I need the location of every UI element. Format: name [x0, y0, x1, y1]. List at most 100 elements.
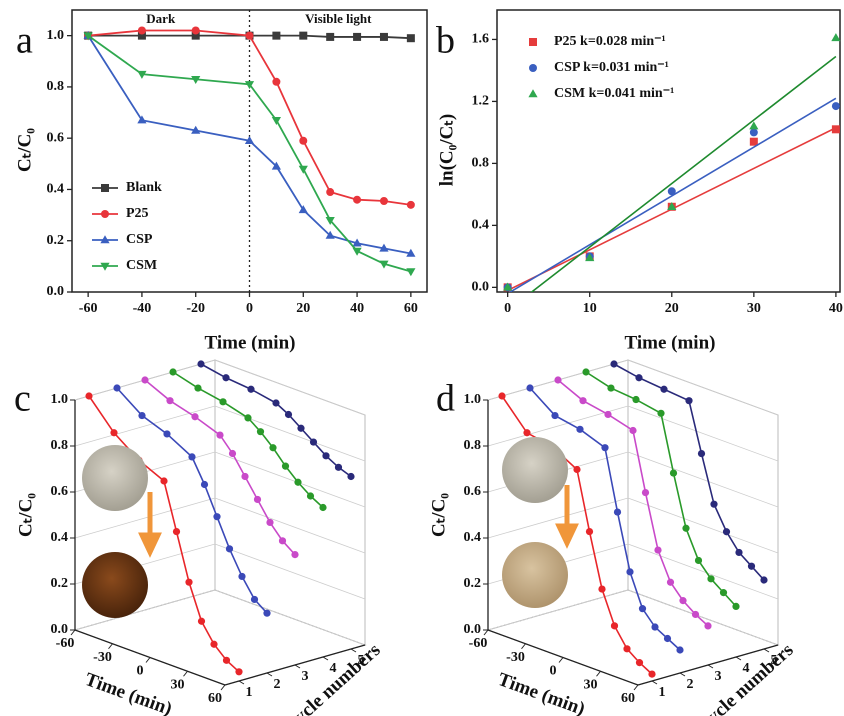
x-tick-label: 0 [504, 301, 511, 316]
fit-line [508, 97, 837, 292]
x-axis-label: Time (min) [205, 332, 296, 353]
marker [163, 430, 171, 438]
marker [241, 472, 249, 481]
marker [137, 115, 147, 124]
marker [576, 425, 584, 433]
marker [676, 646, 684, 654]
marker [225, 545, 234, 553]
series-line [557, 379, 709, 627]
marker [749, 137, 758, 146]
y-tick-label: 2 [687, 677, 694, 692]
marker [379, 243, 389, 252]
marker [747, 562, 756, 570]
z-tick-label: 1.0 [51, 392, 69, 407]
marker [253, 495, 262, 504]
marker [85, 392, 93, 400]
y-axis-label: Cycle numbers [693, 640, 798, 716]
y-axis-label: Cycle numbers [280, 640, 385, 716]
marker [685, 397, 693, 405]
x-tick-label: -30 [506, 650, 525, 665]
panel-letter: b [436, 20, 455, 62]
x-tick-label: 20 [296, 301, 310, 316]
annotation: Dark [146, 11, 176, 26]
marker [749, 121, 759, 130]
z-tick-label: 0.4 [464, 530, 482, 545]
marker [100, 262, 110, 271]
y-tick-label: 4 [330, 661, 337, 676]
marker [582, 368, 590, 376]
marker [191, 31, 200, 40]
marker [379, 260, 389, 269]
y-tick [266, 672, 273, 677]
y-tick [294, 664, 301, 669]
y-tick [707, 664, 714, 669]
marker [651, 623, 659, 631]
y-tick-label: 0.4 [472, 218, 490, 233]
marker [222, 656, 231, 664]
x-tick [596, 670, 601, 677]
marker [526, 384, 534, 392]
marker [610, 622, 619, 630]
x-tick-label: 10 [583, 301, 597, 316]
y-tick-label: 1.2 [472, 94, 490, 109]
marker [732, 602, 740, 611]
marker [635, 374, 643, 382]
y-tick-label: 1.6 [472, 32, 490, 47]
x-tick [108, 643, 113, 650]
z-tick-label: 0.2 [464, 576, 482, 591]
y-tick [322, 656, 329, 661]
grid-line [74, 497, 366, 554]
marker [272, 31, 281, 40]
x-tick-label: 0 [550, 664, 557, 679]
marker [197, 617, 206, 625]
series-line [585, 371, 737, 607]
marker [191, 413, 199, 421]
y-tick-label: 4 [743, 661, 750, 676]
marker [172, 527, 181, 536]
marker [831, 102, 840, 111]
y-tick [238, 680, 245, 685]
x-tick [558, 657, 564, 663]
marker [266, 518, 274, 527]
grid-line [74, 359, 366, 416]
plot-frame [496, 9, 841, 293]
marker [247, 385, 255, 393]
marker [669, 469, 678, 477]
marker [529, 38, 537, 46]
marker [352, 247, 362, 256]
marker [256, 428, 265, 436]
marker [749, 128, 758, 137]
series-line [501, 395, 653, 675]
marker [185, 578, 193, 586]
marker [406, 268, 416, 277]
legend-label: Blank [126, 180, 162, 195]
marker [654, 546, 662, 554]
marker [281, 462, 290, 470]
z-tick-label: 0.0 [51, 622, 69, 637]
z-tick-label: 0.6 [464, 484, 482, 499]
series-line [172, 371, 324, 509]
marker [347, 472, 355, 481]
x-tick-label: -60 [56, 636, 75, 651]
marker [551, 411, 559, 420]
marker [707, 575, 715, 583]
marker [235, 668, 243, 676]
marker [585, 527, 594, 536]
marker [222, 374, 230, 382]
marker [353, 32, 362, 41]
marker [601, 444, 609, 452]
marker [406, 34, 415, 43]
marker [298, 165, 308, 174]
z-axis-label: Cₜ/C₀ [428, 493, 449, 537]
marker [113, 384, 121, 392]
grid-line [487, 405, 779, 462]
legend-label: CSP k=0.031 min⁻¹ [554, 60, 669, 75]
photo-after [502, 542, 568, 608]
panel-letter: a [16, 20, 33, 62]
marker [353, 195, 362, 204]
marker [244, 135, 255, 144]
arrow [138, 492, 162, 558]
marker [379, 196, 388, 205]
marker [210, 640, 218, 648]
